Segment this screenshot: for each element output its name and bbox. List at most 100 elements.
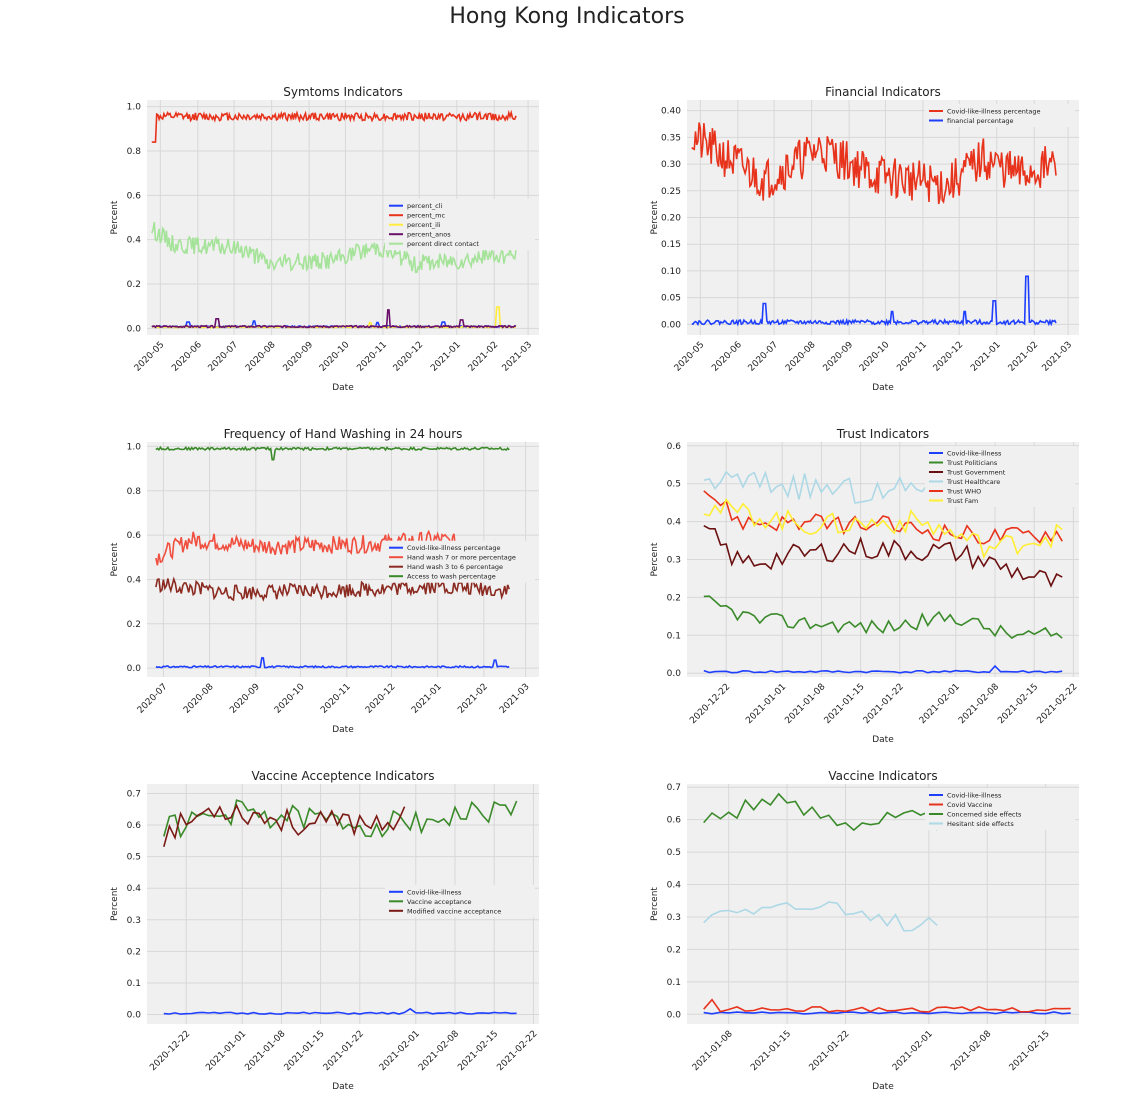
legend-label: Modified vaccine acceptance [407, 907, 501, 915]
x-axis-label: Date [332, 1082, 354, 1092]
x-tick-label: 2021-01-15 [823, 682, 867, 726]
x-tick-label: 2021-02-08 [417, 1029, 461, 1073]
y-tick-label: 0.3 [667, 913, 681, 923]
y-tick-label: 0.6 [667, 816, 682, 826]
x-tick-label: 2020-07 [747, 340, 781, 374]
y-tick-label: 0.4 [127, 236, 142, 246]
legend-box [385, 198, 535, 251]
legend-label: Covid-like-illness percentage [407, 544, 501, 552]
legend-box [385, 540, 535, 583]
legend-label: Covid-like-illness percentage [947, 108, 1041, 116]
y-tick-label: 0.3 [127, 916, 141, 926]
series-line [155, 445, 510, 461]
legend-label: Covid-like-illness [407, 888, 462, 896]
chart-title: Symtoms Indicators [283, 85, 403, 99]
x-tick-label: 2021-01-08 [783, 682, 827, 726]
x-tick-label: 2021-01-22 [808, 1029, 852, 1073]
y-tick-label: 0.2 [127, 620, 141, 630]
legend-box [925, 788, 1075, 830]
x-tick-label: 2021-02-08 [949, 1029, 993, 1073]
y-tick-label: 0.0 [127, 324, 142, 334]
y-tick-label: 0.2 [667, 945, 681, 955]
y-tick-label: 0.0 [127, 1011, 142, 1021]
series-line [151, 109, 517, 143]
y-axis-label: Percent [110, 200, 120, 234]
legend-label: Concerned side effects [947, 811, 1022, 819]
x-tick-label: 2021-01-15 [283, 1029, 327, 1073]
x-axis-label: Date [872, 383, 894, 393]
y-axis-label: Percent [650, 200, 660, 234]
y-axis-label: Percent [110, 887, 120, 921]
x-tick-label: 2020-12 [392, 340, 426, 374]
y-tick-label: 0.10 [661, 267, 681, 277]
y-tick-label: 0.6 [667, 442, 682, 452]
y-tick-label: 0.1 [667, 978, 681, 988]
chart-symptoms: Symtoms Indicators 0.0 0.2 0.4 0.6 0.8 1.0 2020… [110, 85, 539, 393]
series-line [703, 524, 1063, 588]
series-line [155, 576, 510, 602]
chart-title: Vaccine Indicators [828, 769, 937, 783]
y-tick-label: 0.05 [661, 294, 681, 304]
legend-label: Hand wash 7 or more percentage [407, 554, 516, 562]
x-tick-label: 2021-02-15 [996, 682, 1040, 726]
series-line [163, 1007, 517, 1015]
y-tick-label: 0.4 [667, 518, 682, 528]
series-line [703, 664, 1063, 674]
y-tick-label: 0.1 [127, 979, 141, 989]
x-axis-label: Date [332, 725, 354, 735]
legend: Covid-like-illness Vaccine acceptanceModi… [385, 884, 535, 918]
y-tick-label: 0.3 [667, 556, 681, 566]
series-line [691, 122, 1057, 205]
x-axis-label: Date [872, 1082, 894, 1092]
series-line [703, 901, 938, 932]
x-tick-label: 2021-01-01 [744, 682, 788, 726]
x-tick-label: 2020-11 [355, 340, 389, 374]
x-tick-label: 2020-07 [136, 682, 170, 716]
x-tick-label: 2021-01 [969, 340, 1003, 374]
y-axis-label: Percent [650, 887, 660, 921]
y-tick-label: 0.30 [661, 160, 681, 170]
chart-title: Financial Indicators [825, 85, 941, 99]
legend-label: percent_ili [407, 221, 441, 229]
legend-label: Trust WHO [946, 488, 981, 496]
x-tick-label: 2020-11 [895, 340, 929, 374]
x-tick-label: 2020-12-22 [148, 1029, 192, 1073]
y-tick-label: 0.5 [127, 853, 141, 863]
x-tick-label: 2021-01-01 [204, 1029, 248, 1073]
legend-label: Hesitant side effects [947, 820, 1014, 828]
x-tick-label: 2021-01-15 [749, 1029, 793, 1073]
legend-box [925, 446, 1075, 507]
series-line [703, 792, 938, 832]
x-tick-label: 2021-02-01 [891, 1029, 935, 1073]
legend-label: percent direct contact [407, 240, 479, 248]
x-tick-label: 2021-02 [1007, 340, 1041, 374]
x-tick-label: 2020-10 [318, 340, 352, 374]
legend-label: Covid Vaccine [947, 801, 992, 809]
x-tick-label: 2020-12 [932, 340, 966, 374]
x-tick-label: 2021-01-22 [862, 682, 906, 726]
x-tick-label: 2020-08 [784, 340, 818, 374]
chart-vaccine: Vaccine Indicators 0.0 0.1 0.2 0.3 0.4 0.5 0.6 0… [650, 769, 1079, 1092]
y-tick-label: 0.00 [661, 320, 681, 330]
x-tick-label: 2020-07 [207, 340, 241, 374]
y-tick-label: 1.0 [127, 103, 142, 113]
series-line [703, 1011, 1071, 1015]
chart-title: Trust Indicators [836, 427, 929, 441]
x-tick-label: 2020-09 [282, 340, 316, 374]
y-tick-label: 0.6 [127, 531, 142, 541]
series-line [703, 998, 1071, 1013]
x-axis-label: Date [872, 735, 894, 745]
y-tick-label: 0.35 [661, 133, 681, 143]
x-tick-label: 2021-03 [1041, 340, 1075, 374]
y-tick-label: 0.25 [661, 187, 681, 197]
chart-financial: Financial Indicators 0.00 0.05 0.10 0.15 0.20… [650, 85, 1079, 393]
legend-label: percent_anos [407, 231, 451, 239]
y-tick-label: 0.0 [667, 1010, 682, 1020]
chart-handwash: Frequency of Hand Washing in 24 hours 0.0… [110, 427, 539, 735]
y-tick-label: 0.0 [667, 669, 682, 679]
x-tick-label: 2021-01-08 [243, 1029, 287, 1073]
x-tick-label: 2021-02-08 [957, 682, 1001, 726]
y-tick-label: 0.2 [667, 593, 681, 603]
